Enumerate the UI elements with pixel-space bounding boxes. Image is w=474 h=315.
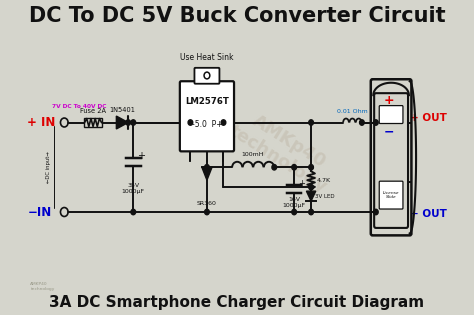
Text: LM2576T: LM2576T (185, 97, 229, 106)
Text: Fuse 2A: Fuse 2A (80, 107, 106, 114)
Text: −IN: −IN (27, 205, 52, 219)
Circle shape (126, 120, 130, 125)
Circle shape (292, 209, 296, 215)
Circle shape (131, 120, 136, 125)
Circle shape (374, 120, 378, 125)
Circle shape (309, 184, 313, 190)
Text: ←DC input→: ←DC input→ (46, 152, 51, 183)
Text: + IN: + IN (27, 116, 56, 129)
Circle shape (374, 209, 378, 215)
Polygon shape (202, 167, 212, 180)
Circle shape (188, 120, 193, 125)
FancyBboxPatch shape (194, 68, 219, 84)
Circle shape (131, 209, 136, 215)
Text: 100mH: 100mH (242, 152, 264, 157)
Text: +: + (299, 179, 305, 188)
FancyBboxPatch shape (84, 117, 102, 128)
Circle shape (309, 120, 313, 125)
Circle shape (204, 72, 210, 79)
Text: + OUT: + OUT (410, 112, 447, 123)
Polygon shape (116, 116, 128, 129)
Text: 3A DC Smartphone Charger Circuit Diagram: 3A DC Smartphone Charger Circuit Diagram (49, 295, 425, 310)
Text: -5.0  P+: -5.0 P+ (191, 120, 222, 129)
Circle shape (309, 164, 313, 170)
Circle shape (221, 120, 226, 125)
Circle shape (205, 164, 210, 170)
Circle shape (205, 209, 210, 215)
Text: AMKp40
technology: AMKp40 technology (226, 104, 341, 196)
FancyBboxPatch shape (379, 106, 403, 123)
Polygon shape (306, 191, 316, 201)
Text: Use Heat Sink: Use Heat Sink (180, 53, 234, 62)
Text: 7V DC To 40V DC: 7V DC To 40V DC (52, 104, 106, 109)
Text: 16V
1000μF: 16V 1000μF (283, 197, 306, 208)
Circle shape (272, 164, 277, 170)
Circle shape (292, 164, 296, 170)
Text: 0.01 Ohm: 0.01 Ohm (337, 109, 368, 114)
Text: 1N5401: 1N5401 (109, 107, 135, 113)
Text: 4.7K: 4.7K (317, 178, 331, 183)
Text: AMKP40
technology: AMKP40 technology (30, 282, 55, 291)
FancyBboxPatch shape (374, 93, 408, 228)
Circle shape (309, 209, 313, 215)
FancyBboxPatch shape (180, 81, 234, 151)
Text: − OUT: − OUT (410, 209, 447, 220)
Text: License
Slide: License Slide (383, 191, 400, 199)
Text: +: + (383, 94, 394, 107)
Text: +: + (137, 151, 146, 161)
Text: 35V
1000μF: 35V 1000μF (122, 183, 145, 194)
Text: 3V LED: 3V LED (315, 194, 335, 198)
FancyBboxPatch shape (379, 181, 403, 209)
Text: SR360: SR360 (196, 201, 216, 206)
Text: DC To DC 5V Buck Converter Circuit: DC To DC 5V Buck Converter Circuit (29, 6, 445, 26)
Text: −: − (384, 126, 394, 139)
Circle shape (360, 120, 364, 125)
